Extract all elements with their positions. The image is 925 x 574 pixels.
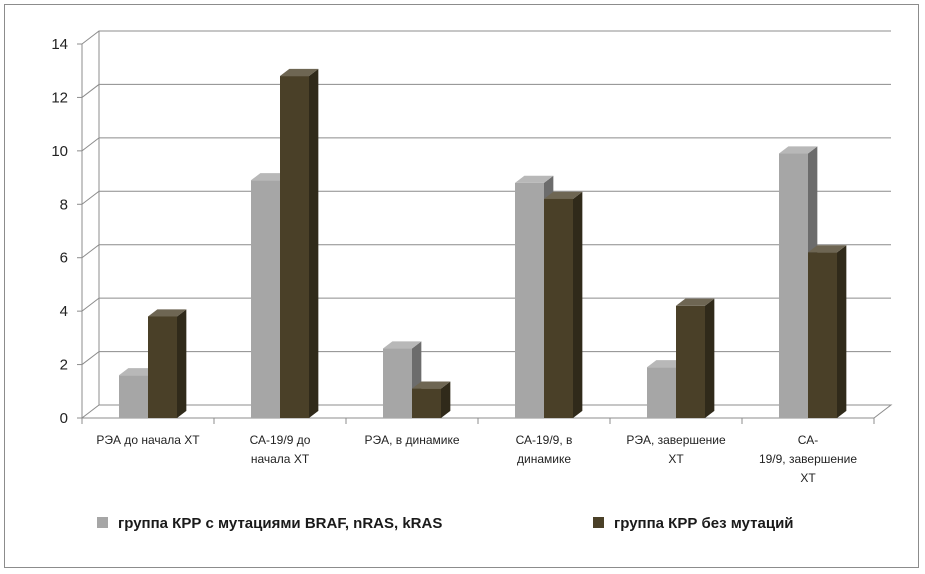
x-tick-label: РЭА, завершение ХТ [626,433,726,466]
bar-top [647,360,686,368]
bar-front [412,388,441,418]
bar-side [837,245,847,418]
legend-swatch [97,517,108,528]
bar [383,341,422,418]
gridline [81,351,891,365]
bar-front [119,375,148,418]
bar [412,381,451,418]
bar [676,298,715,418]
y-tick-label: 8 [60,196,68,213]
bar-chart: 0 2 4 6 8 10 12 14 РЭА до начала ХТ СА-19/9 до на… [51,30,893,532]
chart-frame: 0 2 4 6 8 10 12 14 РЭА до начала ХТ СА-19/9 до на… [4,4,919,568]
bar [544,191,583,418]
bar-top [383,341,422,349]
gridline [81,190,891,205]
bar-top [251,173,290,181]
x-tick-label: РЭА до начала ХТ [96,433,200,447]
y-tick-label: 14 [51,36,68,53]
bar-top [808,245,847,253]
bar-top [544,191,583,199]
legend-item: группа КРР без мутаций [593,515,794,532]
chart-floor [80,404,893,419]
gridline [81,137,891,152]
bar-top [412,381,451,389]
bar [808,245,847,418]
gridlines [81,30,891,365]
bar [280,68,319,419]
chart-walls [80,31,893,419]
bar-front [383,348,412,418]
y-tick-label: 6 [60,250,68,267]
bar-side [177,309,187,418]
bar-top [515,175,554,183]
bar-front [544,198,573,418]
bars [119,68,847,419]
bar-front [647,367,676,418]
gridline [81,244,891,259]
bar [148,309,187,418]
bar-front [251,180,280,418]
bar-front [148,316,177,418]
bar-front [808,252,837,418]
bar-top [676,298,715,306]
bar-side [309,68,319,419]
legend-swatch [593,517,604,528]
x-tick-label: СА-19/9, завершение ХТ [759,433,857,485]
y-axis-ticks: 0 2 4 6 8 10 12 14 [51,36,82,427]
legend-item: группа КРР с мутациями BRAF, nRAS, kRAS [97,515,442,532]
bar-front [676,305,705,418]
x-tick-label: СА-19/9 до начала ХТ [250,433,311,466]
y-tick-label: 12 [51,89,68,106]
bar-side [441,381,451,418]
bar-top [280,68,319,77]
y-tick-label: 10 [51,143,68,160]
bar-side [573,191,583,418]
gridline [81,83,891,98]
legend-label: группа КРР без мутаций [614,515,794,532]
bar-front [515,182,544,418]
legend-label: группа КРР с мутациями BRAF, nRAS, kRAS [118,515,442,532]
bar-front [779,153,808,418]
x-tick-label: РЭА, в динамике [364,433,459,447]
y-tick-label: 4 [60,303,68,320]
x-axis-labels: РЭА до начала ХТ СА-19/9 до начала ХТ РЭА, … [81,418,875,485]
bar-top [119,368,158,376]
y-tick-label: 2 [60,357,68,374]
legend: группа КРР с мутациями BRAF, nRAS, kRAS г… [97,515,794,532]
gridline [81,297,891,312]
gridline [81,30,891,45]
y-tick-label: 0 [60,410,68,427]
bar-top [779,146,818,154]
bar-side [705,298,715,418]
x-tick-label: СА-19/9, в динамике [516,433,573,466]
bar-front [280,76,309,419]
bar-top [148,309,187,317]
